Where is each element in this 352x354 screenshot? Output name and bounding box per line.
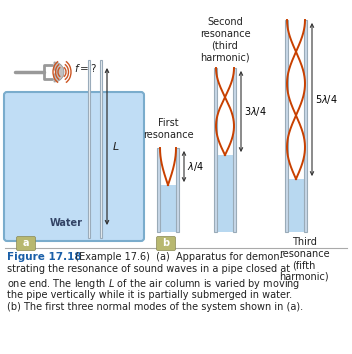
Bar: [157, 148, 160, 232]
Text: strating the resonance of sound waves in a pipe closed at: strating the resonance of sound waves in…: [7, 264, 290, 274]
Text: one end. The length $L$ of the air column is varied by moving: one end. The length $L$ of the air colum…: [7, 277, 300, 291]
Bar: [214, 68, 217, 232]
FancyBboxPatch shape: [4, 92, 144, 241]
Text: First
resonance: First resonance: [143, 118, 193, 140]
Bar: [304, 20, 307, 232]
Bar: [100, 60, 102, 238]
Text: a: a: [23, 239, 29, 249]
Bar: [217, 155, 233, 232]
Bar: [176, 148, 179, 232]
Text: (Example 17.6)  (a)  Apparatus for demon-: (Example 17.6) (a) Apparatus for demon-: [69, 252, 283, 262]
Text: $\lambda/4$: $\lambda/4$: [187, 160, 204, 173]
Text: $3\lambda/4$: $3\lambda/4$: [244, 105, 267, 118]
Bar: [233, 68, 236, 232]
Bar: [285, 20, 288, 232]
FancyBboxPatch shape: [17, 236, 36, 251]
Text: $5\lambda/4$: $5\lambda/4$: [315, 93, 338, 106]
Bar: [160, 185, 176, 232]
Wedge shape: [54, 62, 64, 82]
Text: b: b: [162, 239, 170, 249]
Text: Figure 17.18: Figure 17.18: [7, 252, 82, 262]
Bar: [88, 60, 90, 238]
Text: Third
resonance
(fifth
harmonic): Third resonance (fifth harmonic): [279, 237, 329, 282]
Text: the pipe vertically while it is partially submerged in water.: the pipe vertically while it is partiall…: [7, 290, 292, 299]
Text: Water: Water: [50, 218, 82, 228]
FancyBboxPatch shape: [157, 236, 176, 251]
Text: (b) The first three normal modes of the system shown in (a).: (b) The first three normal modes of the …: [7, 302, 303, 312]
Text: $f = ?$: $f = ?$: [74, 62, 97, 74]
Text: $L$: $L$: [112, 141, 120, 153]
Bar: [288, 179, 304, 232]
Text: Second
resonance
(third
harmonic): Second resonance (third harmonic): [200, 17, 250, 62]
